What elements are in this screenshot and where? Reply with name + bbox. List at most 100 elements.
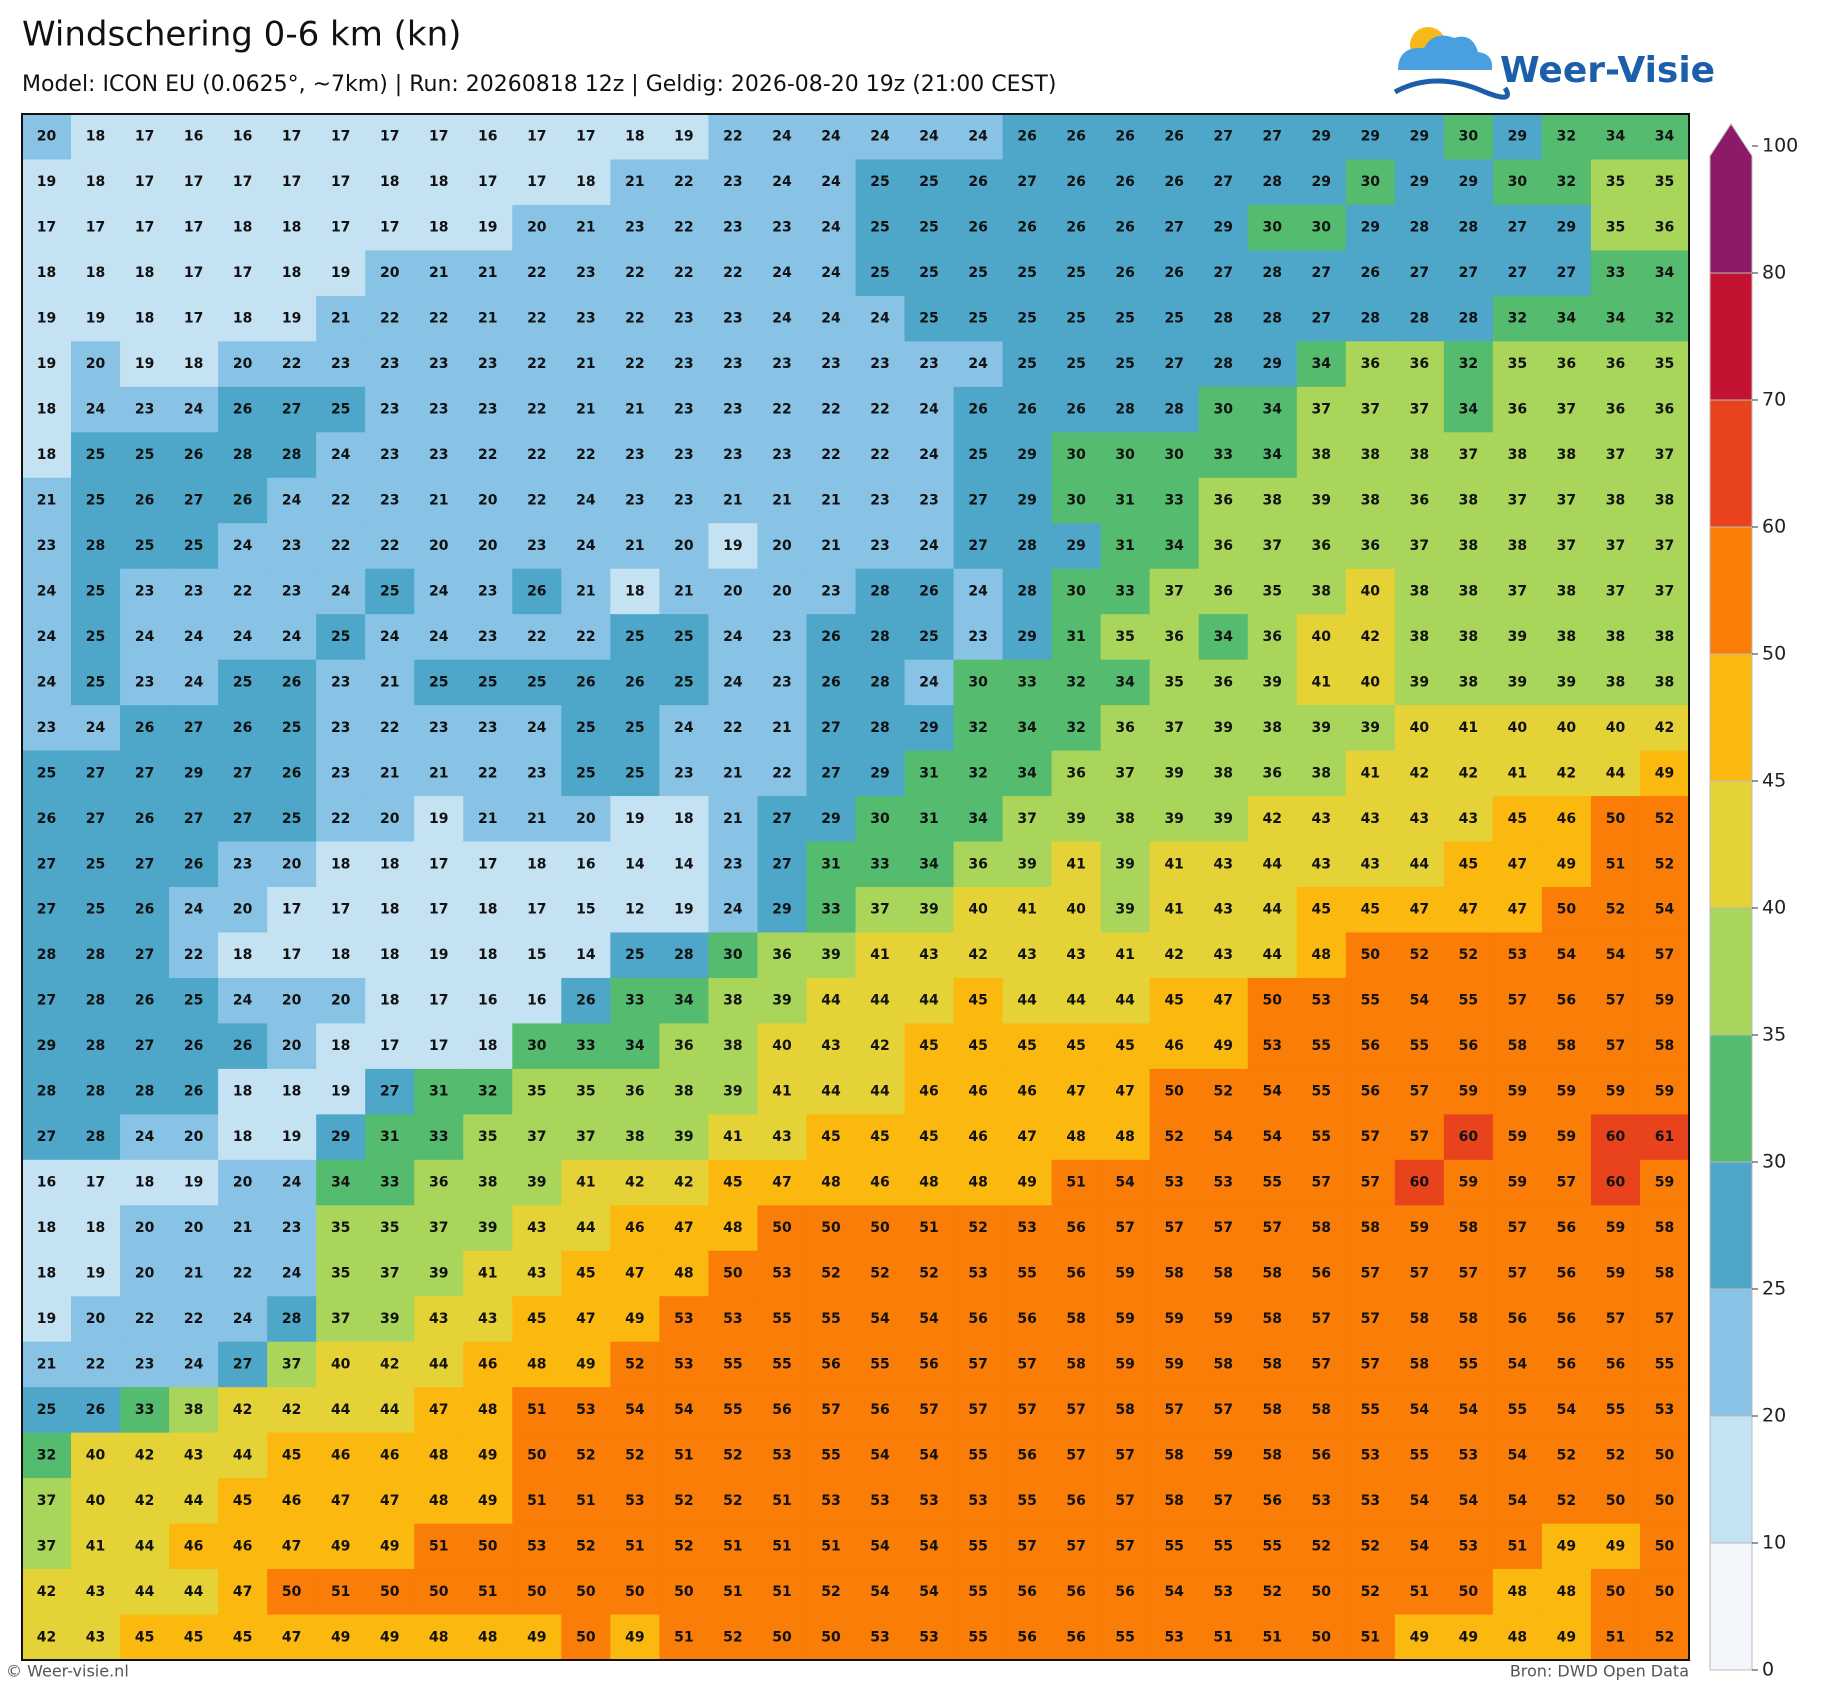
cell [1541, 1205, 1592, 1252]
cell-value: 27 [1459, 265, 1478, 281]
cell [757, 523, 807, 570]
cell [169, 705, 219, 752]
colorbar-band [1709, 399, 1753, 528]
cell-value: 47 [576, 1311, 595, 1327]
cell [1590, 432, 1641, 479]
cell [71, 1387, 121, 1434]
cell-value: 45 [1312, 902, 1331, 918]
cell-value: 53 [1164, 1629, 1183, 1645]
cell-value: 25 [625, 765, 644, 781]
cell-value: 26 [135, 493, 154, 509]
cell-value: 38 [184, 1402, 203, 1418]
cell-value: 36 [1312, 538, 1331, 554]
cell [1051, 341, 1102, 388]
cell [610, 659, 660, 706]
cell-value: 38 [1606, 493, 1625, 509]
cell-value: 51 [527, 1402, 546, 1418]
cell-value: 50 [478, 1538, 498, 1554]
cell-value: 18 [478, 902, 497, 918]
cell-value: 35 [1115, 629, 1134, 645]
cell-value: 39 [1213, 811, 1232, 827]
cell [1443, 341, 1494, 388]
cell-value: 14 [674, 856, 694, 872]
cell [316, 568, 366, 615]
cell-value: 22 [184, 947, 203, 963]
cell [806, 1478, 856, 1525]
cell-value: 17 [86, 1175, 105, 1191]
cell-value: 24 [86, 720, 106, 736]
cell [1100, 523, 1151, 570]
cell-value: 40 [1410, 720, 1430, 736]
cell-value: 33 [821, 902, 840, 918]
cell-value: 50 [1655, 1584, 1675, 1600]
cell [512, 841, 562, 888]
cell [855, 977, 906, 1024]
cell-value: 28 [1017, 538, 1036, 554]
cell [855, 1296, 906, 1343]
cell [463, 750, 513, 797]
cell-value: 52 [821, 1266, 840, 1282]
cell [120, 1387, 170, 1434]
cell [71, 659, 121, 706]
cell [757, 159, 807, 206]
cell-value: 28 [37, 947, 56, 963]
cell [561, 614, 611, 661]
cell-value: 29 [1017, 629, 1036, 645]
cell-value: 24 [576, 538, 596, 554]
cell [708, 568, 758, 615]
cell [169, 341, 219, 388]
cell-value: 30 [1164, 447, 1184, 463]
cell-value: 42 [1410, 765, 1429, 781]
cell [1100, 568, 1151, 615]
cell-value: 53 [576, 1402, 595, 1418]
cell [1345, 796, 1396, 843]
cell-value: 59 [1115, 1311, 1134, 1327]
colorbar-tick-label: 100 [1762, 135, 1798, 157]
cell [659, 295, 709, 342]
cell-value: 58 [1213, 1356, 1232, 1372]
cell [561, 1068, 611, 1115]
cell [1639, 432, 1690, 479]
cell-value: 23 [723, 402, 742, 418]
cell-value: 37 [1361, 402, 1380, 418]
cell-value: 28 [86, 1084, 105, 1100]
cell-value: 48 [478, 1629, 497, 1645]
cell [757, 386, 807, 433]
cell-value: 46 [1017, 1084, 1036, 1100]
cell-value: 23 [380, 402, 399, 418]
cell-value: 57 [1017, 1356, 1036, 1372]
cell [806, 1432, 856, 1479]
cell [1590, 386, 1641, 433]
cell [904, 1023, 955, 1070]
cell-value: 44 [870, 993, 890, 1009]
cell [267, 796, 317, 843]
cell-value: 59 [1606, 1084, 1625, 1100]
cell-value: 19 [723, 538, 742, 554]
cell [953, 1432, 1004, 1479]
cell-value: 17 [184, 265, 203, 281]
cell [22, 1432, 72, 1479]
cell-value: 30 [1115, 447, 1135, 463]
cell-value: 48 [1557, 1584, 1576, 1600]
cell-value: 43 [919, 947, 938, 963]
cell [1492, 204, 1543, 251]
cell-value: 43 [86, 1629, 105, 1645]
cell-value: 23 [723, 447, 742, 463]
cell [1051, 568, 1102, 615]
cell [512, 705, 562, 752]
cell-value: 22 [723, 265, 742, 281]
cell [561, 1478, 611, 1525]
cell [414, 1296, 464, 1343]
cell [708, 1114, 758, 1161]
cell-value: 23 [331, 765, 350, 781]
cell [855, 114, 906, 160]
cell [708, 1205, 758, 1252]
cell [659, 1432, 709, 1479]
cell [414, 386, 464, 433]
cell-value: 18 [380, 856, 399, 872]
cell-value: 24 [772, 129, 792, 145]
cell [1639, 523, 1690, 570]
cell [1198, 1478, 1249, 1525]
cell-value: 20 [527, 220, 547, 236]
cell [757, 1250, 807, 1297]
